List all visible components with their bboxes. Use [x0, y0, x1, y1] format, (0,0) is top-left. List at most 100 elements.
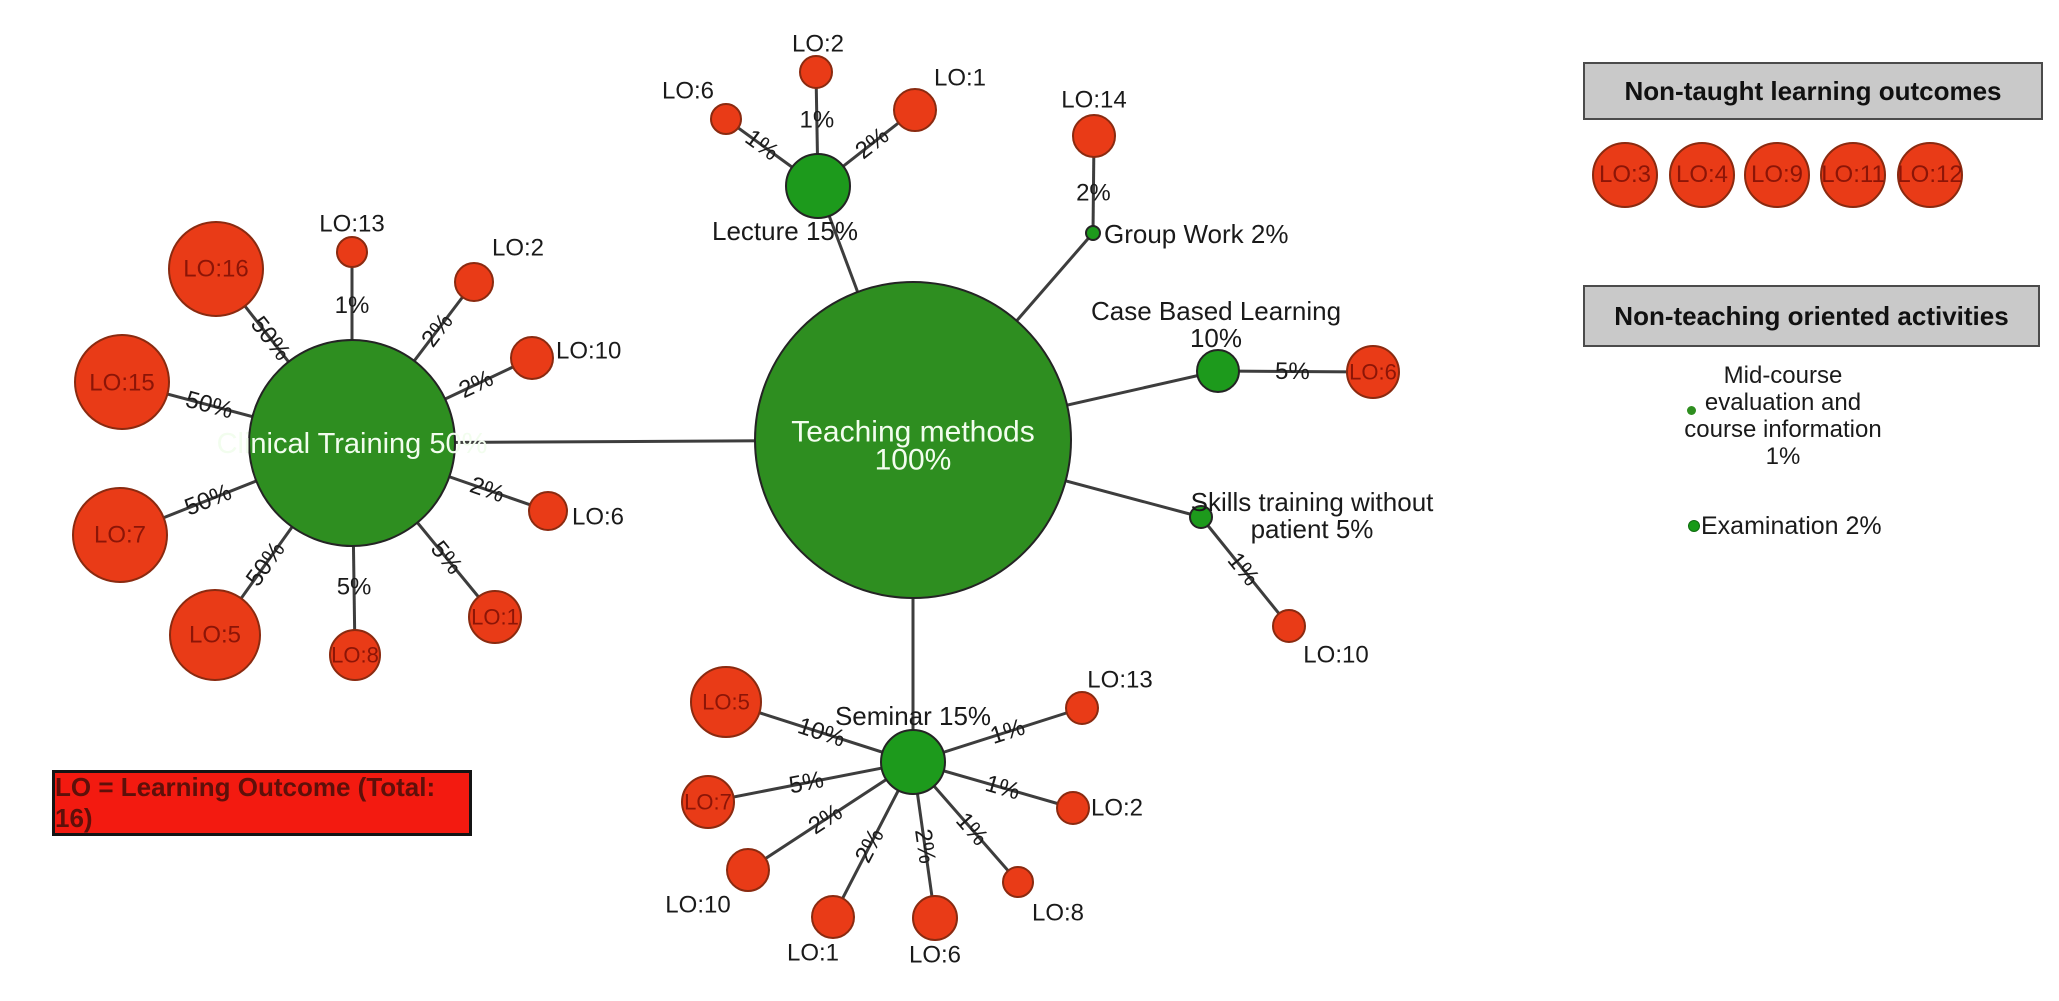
lo-label-s6: LO:6 — [909, 942, 961, 969]
lo-node-c10 — [510, 336, 554, 380]
lo-node-s2 — [1056, 791, 1090, 825]
edge-weight-seminar-s6: 2% — [909, 827, 941, 865]
method-node-clinical — [248, 339, 456, 547]
non-taught-panel-title: Non-taught learning outcomes — [1624, 75, 2002, 106]
lecture-title: Lecture 15% — [712, 216, 858, 246]
lo-node-c1 — [468, 590, 522, 644]
edge-weight-clinical-c13: 1% — [335, 292, 370, 319]
edge-weight-cbl-cb6: 5% — [1275, 358, 1310, 385]
lo-label-c7: LO:7 — [94, 522, 146, 549]
edge-weight-clinical-c2: 2% — [416, 308, 458, 352]
edge-weight-gw-gw14: 2% — [1076, 180, 1111, 207]
method-node-cbl — [1196, 349, 1240, 393]
lo-node-s10 — [726, 848, 770, 892]
lo-label-c6: LO:6 — [572, 504, 624, 531]
lo-node-gw14 — [1072, 114, 1116, 158]
cbl-title: 10% — [1190, 323, 1242, 353]
groupwork-title: Group Work 2% — [1104, 219, 1288, 249]
lo-label-s5: LO:5 — [702, 690, 750, 715]
edge-weight-clinical-c5: 50% — [241, 537, 291, 592]
non-taught-lo-circle-lo-9: LO:9 — [1744, 142, 1810, 208]
method-node-gw — [1085, 225, 1101, 241]
lo-label-l6: LO:6 — [662, 78, 714, 105]
edge-weight-clinical-c10: 2% — [455, 365, 498, 404]
lo-node-c7 — [72, 487, 168, 583]
edge-weight-seminar-s7: 5% — [787, 766, 826, 799]
mid-course-activity-label: Mid-course evaluation and course informa… — [1684, 362, 1882, 470]
lo-node-s1 — [811, 895, 855, 939]
lo-node-l1 — [893, 88, 937, 132]
non-taught-lo-circle-lo-4: LO:4 — [1669, 142, 1735, 208]
non-taught-lo-label: LO:9 — [1750, 161, 1804, 188]
lo-node-l2 — [799, 55, 833, 89]
lo-label-s8: LO:8 — [1032, 900, 1084, 927]
lo-label-c8: LO:8 — [331, 643, 379, 668]
lo-node-s6 — [912, 895, 958, 941]
lo-label-l2: LO:2 — [792, 31, 844, 58]
cbl-title: Case Based Learning — [1091, 296, 1341, 326]
non-taught-lo-label: LO:11 — [1821, 161, 1885, 188]
lo-node-c5 — [169, 589, 261, 681]
non-taught-lo-label: LO:3 — [1598, 161, 1652, 188]
lo-node-c15 — [74, 334, 170, 430]
lo-node-s5 — [690, 666, 762, 738]
edge-skills-sk10 — [1199, 516, 1291, 627]
skills-title: Skills training without — [1191, 487, 1435, 517]
method-node-skills — [1189, 505, 1213, 529]
edge-weight-seminar-s1: 2% — [850, 824, 890, 867]
lo-node-s7 — [681, 775, 735, 829]
non-teaching-panel-title: Non-teaching oriented activities — [1614, 300, 2009, 331]
lo-label-c2: LO:2 — [492, 235, 544, 262]
method-node-teaching — [754, 281, 1072, 599]
edge-weight-seminar-s10: 2% — [804, 798, 848, 840]
seminar-title: Seminar 15% — [835, 701, 991, 731]
legend-box: LO = Learning Outcome (Total: 16) — [52, 770, 472, 836]
lo-node-c2 — [454, 262, 494, 302]
mid-course-dot-icon — [1687, 406, 1696, 415]
non-taught-lo-label: LO:12 — [1897, 161, 1963, 188]
non-taught-panel-header: Non-taught learning outcomes — [1583, 62, 2043, 120]
lo-node-s13 — [1065, 691, 1099, 725]
skills-title: patient 5% — [1251, 514, 1374, 544]
examination-activity-label: Examination 2% — [1701, 512, 1882, 540]
legend-text: LO = Learning Outcome (Total: 16) — [55, 772, 436, 833]
edge-weight-lecture-l2: 1% — [799, 106, 834, 133]
lo-label-c16: LO:16 — [183, 256, 248, 283]
lo-label-c1: LO:1 — [471, 605, 519, 630]
non-taught-lo-circle-lo-12: LO:12 — [1897, 142, 1963, 208]
clinical-title: Clinical Training 50% — [217, 428, 488, 460]
lo-node-l6 — [710, 103, 742, 135]
method-node-seminar — [880, 729, 946, 795]
lo-label-s10: LO:10 — [665, 892, 730, 919]
method-node-lecture — [785, 153, 851, 219]
lo-label-s13: LO:13 — [1087, 667, 1152, 694]
non-taught-lo-circle-lo-11: LO:11 — [1820, 142, 1886, 208]
lo-label-sk10: LO:10 — [1303, 642, 1368, 669]
lo-node-cb6 — [1346, 345, 1400, 399]
edge-weight-clinical-c16: 50% — [245, 311, 296, 365]
non-teaching-panel-header: Non-teaching oriented activities — [1583, 285, 2040, 347]
edge-weight-clinical-c8: 5% — [337, 574, 372, 601]
lo-label-c5: LO:5 — [189, 622, 241, 649]
lo-node-c6 — [528, 491, 568, 531]
lo-label-c13: LO:13 — [319, 211, 384, 238]
edge-weight-clinical-c1: 5% — [425, 536, 468, 580]
edge-seminar-s7 — [707, 760, 914, 804]
edge-weight-clinical-c7: 50% — [181, 479, 236, 522]
non-taught-lo-circle-lo-3: LO:3 — [1592, 142, 1658, 208]
lo-label-s2: LO:2 — [1091, 795, 1143, 822]
lo-node-c13 — [336, 236, 368, 268]
teaching-title: Teaching methods — [791, 416, 1035, 449]
lo-node-s8 — [1002, 866, 1034, 898]
lo-label-s7: LO:7 — [684, 790, 732, 815]
lo-label-c15: LO:15 — [89, 370, 154, 397]
edge-weight-clinical-c15: 50% — [183, 386, 236, 424]
lo-label-s1: LO:1 — [787, 940, 839, 967]
lo-label-c10: LO:10 — [556, 338, 621, 365]
lo-node-sk10 — [1272, 609, 1306, 643]
teaching-title: 100% — [875, 444, 952, 477]
edge-weight-clinical-c6: 2% — [466, 471, 508, 508]
lo-label-cb6: LO:6 — [1349, 360, 1397, 385]
